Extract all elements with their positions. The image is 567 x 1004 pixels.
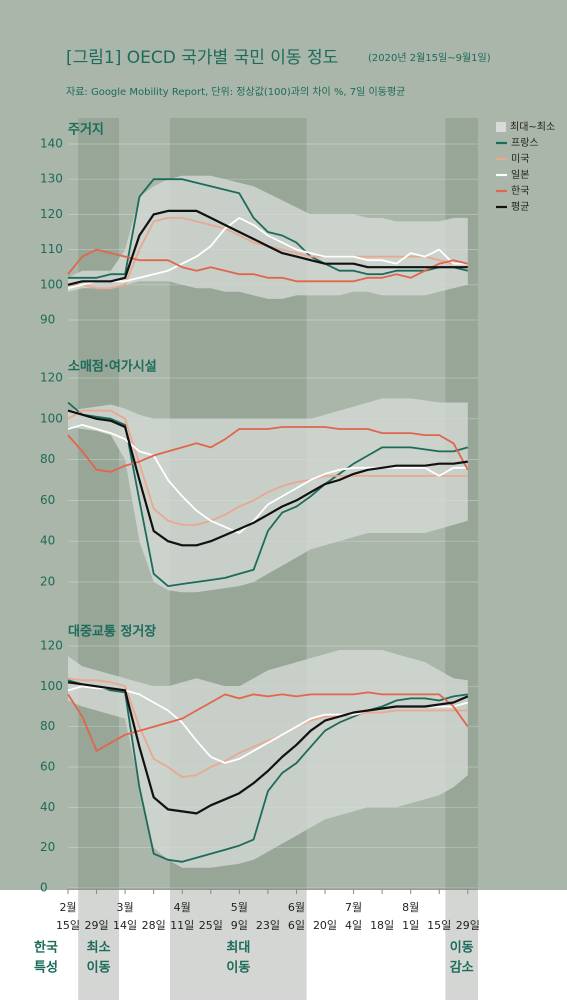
legend-swatch (496, 122, 506, 132)
x-tick-label: 18일 (370, 918, 394, 932)
period-label: 최소 (87, 941, 111, 956)
series-line (67, 677, 468, 778)
legend-label: 최대~최소 (510, 121, 555, 133)
period-label: 이동 (450, 940, 474, 956)
series-line (67, 248, 469, 283)
chart-title: [그림1] OECD 국가별 국민 이동 정도 (66, 48, 338, 68)
y-tick-label: 100 (40, 277, 63, 291)
y-tick-label: 120 (40, 371, 63, 385)
y-tick-label: 80 (40, 452, 55, 466)
plot: 주거지 90 100 110 120 130 140 소매점·여가시설 20 40 60 80 100 1… (40, 121, 555, 932)
y-tick-label: 120 (40, 639, 63, 653)
series-line (67, 409, 468, 547)
month-label: 7월 (345, 901, 362, 914)
x-tick-label: 28일 (142, 918, 166, 932)
period-label: 이동 (87, 960, 111, 976)
series-line (67, 409, 468, 526)
legend-label: 평균 (511, 201, 529, 213)
y-tick-label: 140 (40, 137, 63, 151)
series-line (67, 681, 469, 815)
legend-label: 미국 (511, 153, 529, 165)
y-tick-label: 0 (40, 881, 48, 895)
y-tick-label: 90 (40, 313, 55, 327)
series-line (67, 679, 468, 863)
month-label: 6월 (288, 901, 305, 914)
series-line (67, 401, 469, 587)
x-tick-label: 1일 (402, 918, 419, 932)
month-label: 3월 (117, 901, 134, 914)
x-tick-label: 29일 (84, 918, 108, 932)
y-tick-label: 60 (40, 760, 55, 774)
range-band (68, 398, 468, 593)
series-line (67, 217, 468, 290)
month-label: 4월 (174, 901, 191, 914)
series-line (68, 178, 469, 279)
range-band (68, 650, 468, 868)
panel-title: 소매점·여가시설 (68, 359, 157, 375)
series-line (67, 209, 468, 286)
subtitle: 자료: Google Mobility Report, 단위: 정상값(100)… (66, 85, 405, 98)
x-tick-label: 20일 (313, 918, 337, 932)
y-tick-label: 110 (40, 242, 63, 256)
y-tick-label: 100 (40, 679, 63, 693)
period-band (78, 118, 119, 890)
x-tick-label: 23일 (256, 918, 280, 932)
x-tick-label: 11일 (170, 918, 194, 932)
x-tick-label: 6일 (288, 918, 305, 932)
period-band-foot (445, 890, 478, 1000)
month-label: 8월 (402, 901, 419, 914)
legend-label: 프랑스 (511, 137, 539, 149)
x-tick-label: 15일 (56, 918, 80, 932)
x-tick-label: 14일 (113, 918, 137, 932)
legend-label: 한국 (511, 185, 529, 197)
x-tick-label: 9일 (231, 918, 248, 932)
period-band-foot (78, 890, 119, 1000)
y-tick-label: 40 (40, 800, 55, 814)
y-tick-label: 20 (40, 840, 55, 854)
period-label: 이동 (226, 960, 250, 976)
x-tick-label: 25일 (199, 918, 223, 932)
x-tick-label: 15일 (427, 918, 451, 932)
side-label: 한국 (34, 940, 58, 956)
series-line (67, 424, 468, 534)
period-band-foot (169, 890, 307, 1000)
month-label: 2월 (59, 901, 76, 914)
title-note: (2020년 2월15일~9월1일) (368, 52, 491, 64)
period-label: 최대 (226, 941, 250, 956)
y-tick-label: 130 (40, 172, 63, 186)
y-tick-label: 40 (40, 534, 55, 548)
y-tick-label: 100 (40, 411, 63, 425)
panel-title: 대중교통 정거장 (68, 624, 156, 640)
month-label: 5월 (231, 901, 248, 914)
legend-label: 일본 (511, 169, 529, 181)
period-label: 감소 (450, 961, 474, 976)
y-tick-label: 20 (40, 575, 55, 589)
x-tick-label: 4일 (345, 918, 362, 932)
y-tick-label: 60 (40, 493, 55, 507)
side-label: 특성 (34, 961, 58, 976)
y-tick-label: 120 (40, 207, 63, 221)
panel-title: 주거지 (68, 123, 104, 138)
x-tick-label: 29일 (456, 918, 480, 932)
y-tick-label: 80 (40, 719, 55, 733)
